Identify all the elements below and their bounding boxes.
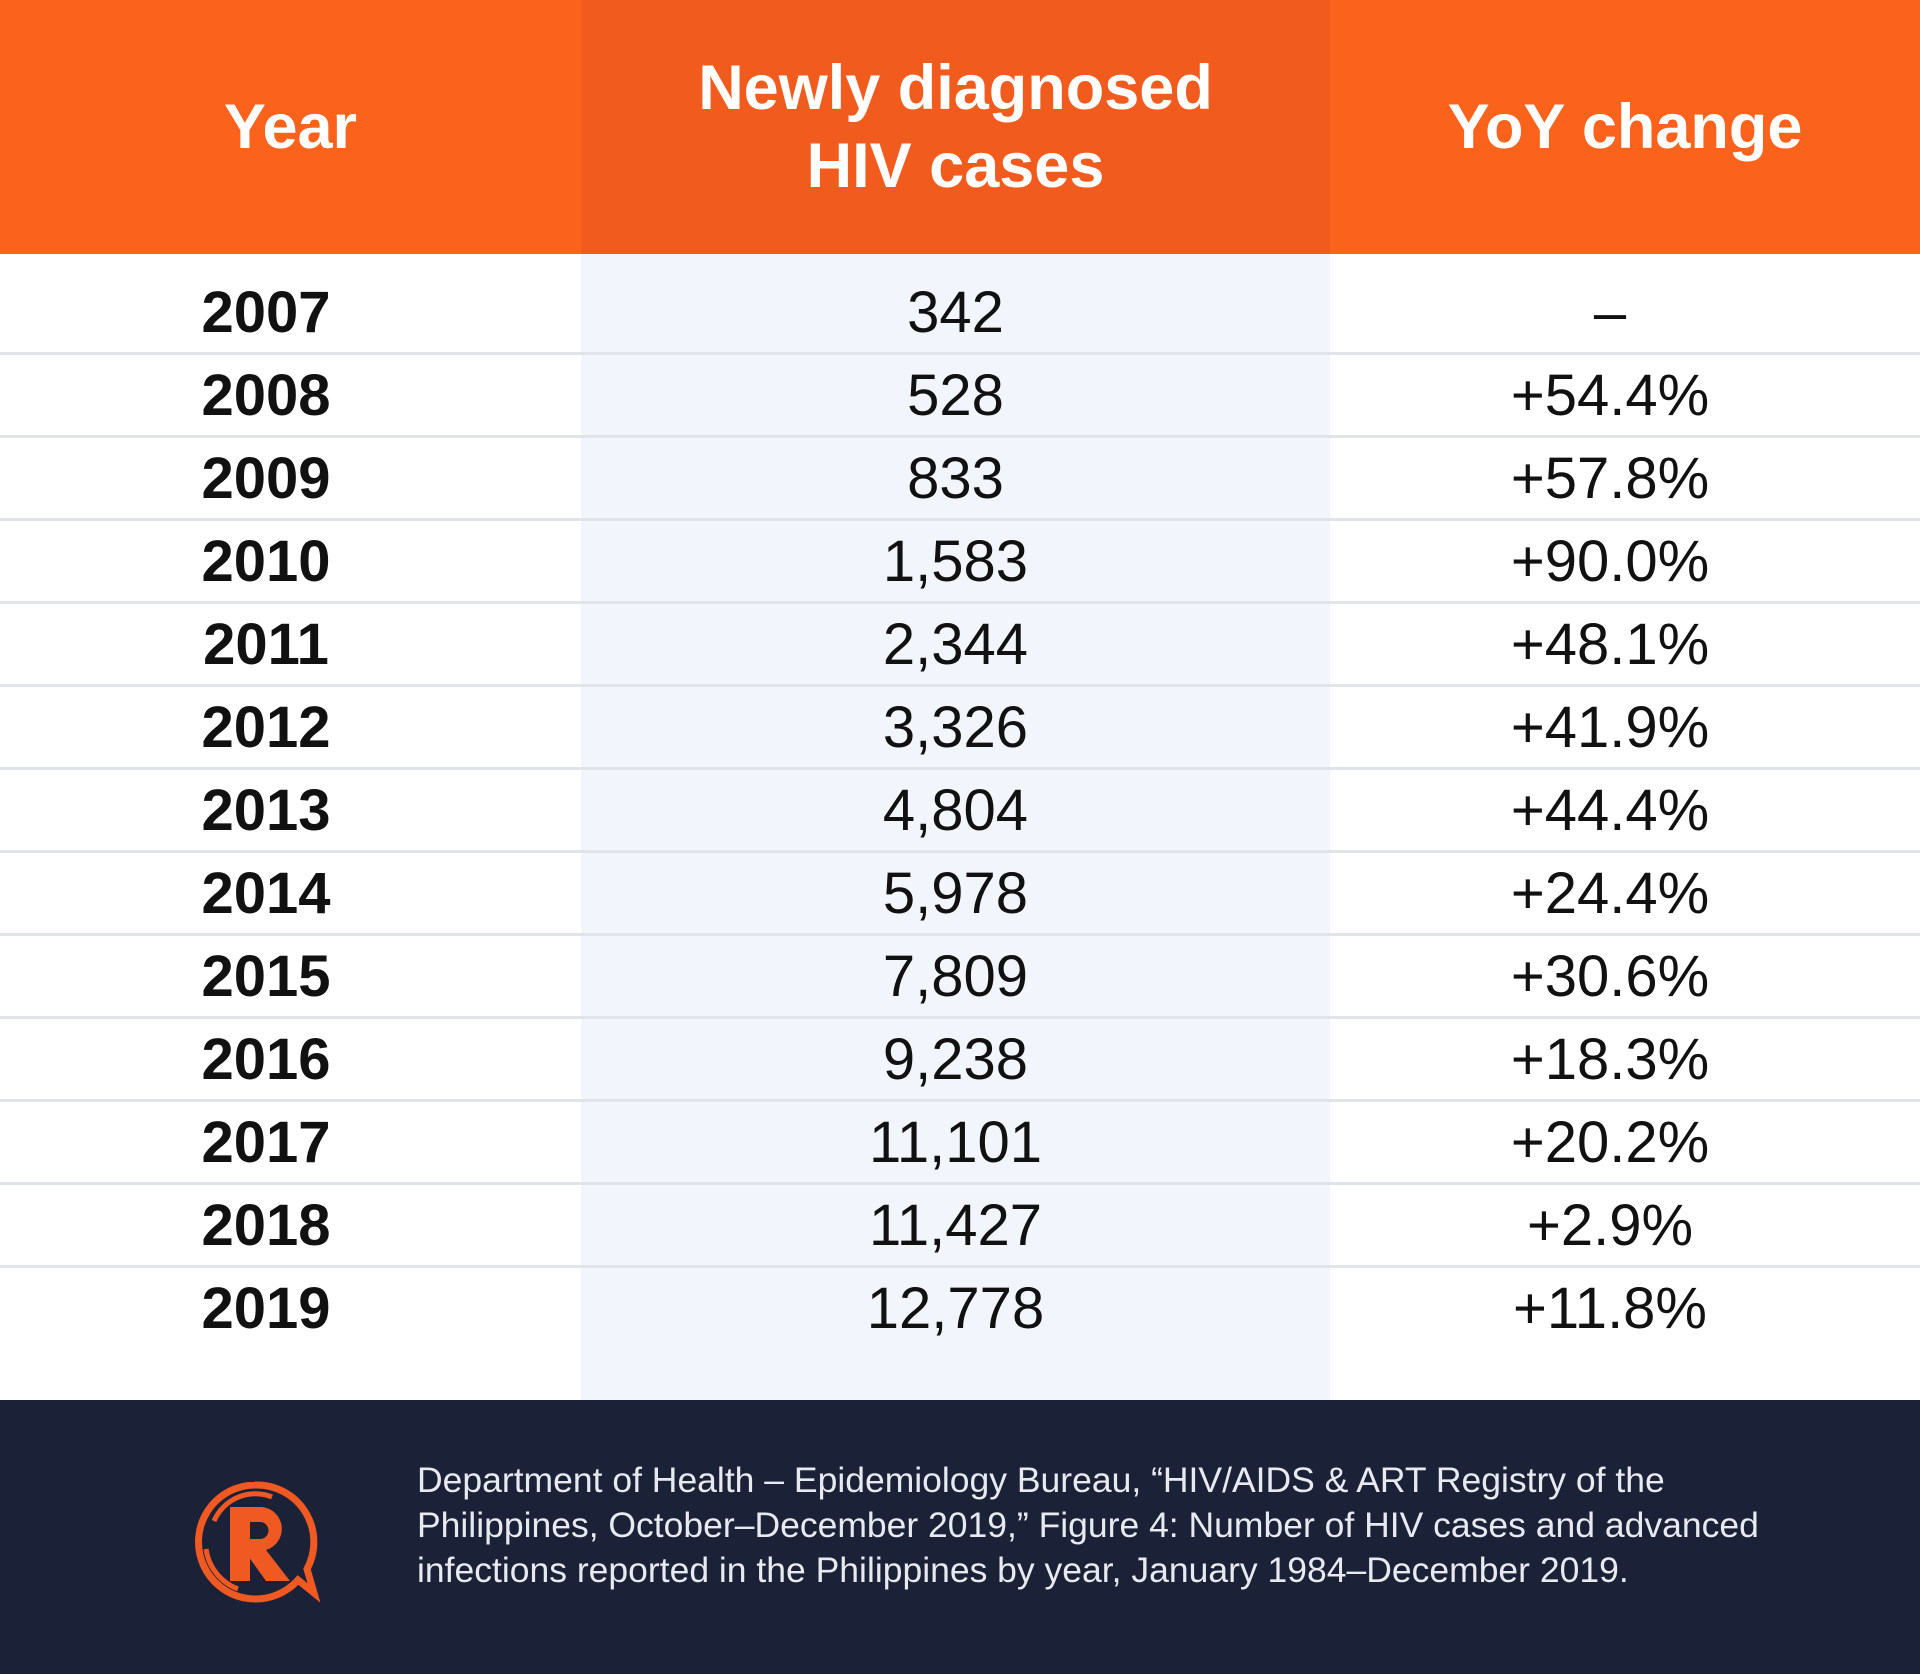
yoy-change-cell: +44.4% [1510, 777, 1710, 843]
cases-cell: 2,344 [882, 611, 1029, 677]
yoy-change-cell: +48.1% [1510, 611, 1710, 677]
year-cell: 2017 [201, 1109, 331, 1175]
yoy-change-cell: +30.6% [1510, 943, 1710, 1009]
cases-cell: 11,427 [868, 1192, 1043, 1258]
table-row: 2016 9,238 +18.3% [0, 1019, 1920, 1102]
year-cell: 2008 [201, 362, 331, 428]
cases-cell: 12,778 [866, 1275, 1045, 1341]
yoy-change-cell: +57.8% [1510, 445, 1710, 511]
source-text: Department of Health – Epidemiology Bure… [417, 1458, 1837, 1593]
header-cases-line-1: Newly diagnosed [698, 53, 1213, 123]
yoy-change-cell: +11.8% [1512, 1275, 1708, 1341]
table-row: 2014 5,978 +24.4% [0, 853, 1920, 936]
header-year-line: Year [223, 92, 358, 162]
year-cell: 2013 [201, 777, 331, 843]
table-row: 2013 4,804 +44.4% [0, 770, 1920, 853]
cases-cell: 5,978 [882, 860, 1029, 926]
yoy-change-cell: +18.3% [1510, 1026, 1710, 1092]
cases-cell: 11,101 [868, 1109, 1043, 1175]
header-cases: Newly diagnosed HIV cases [581, 0, 1330, 254]
rappler-logo-icon [195, 1481, 320, 1603]
cases-cell: 9,238 [882, 1026, 1029, 1092]
yoy-change-cell: +90.0% [1510, 528, 1710, 594]
cases-cell: 7,809 [882, 943, 1029, 1009]
header-yoy-line: YoY change [1447, 92, 1803, 162]
year-cell: 2019 [201, 1275, 331, 1341]
year-cell: 2007 [201, 279, 331, 345]
table-row: 2018 11,427 +2.9% [0, 1185, 1920, 1268]
source-footer: Department of Health – Epidemiology Bure… [0, 1400, 1920, 1674]
table-row: 2008 528 +54.4% [0, 355, 1920, 438]
table-row: 2017 11,101 +20.2% [0, 1102, 1920, 1185]
year-cell: 2018 [201, 1192, 331, 1258]
table-row: 2011 2,344 +48.1% [0, 604, 1920, 687]
cases-column-band [581, 254, 1330, 1400]
header-cases-line-2: HIV cases [806, 131, 1105, 201]
year-cell: 2015 [201, 943, 331, 1009]
yoy-change-cell: +2.9% [1526, 1192, 1694, 1258]
header-year: Year [0, 0, 581, 254]
yoy-change-cell: – [1593, 279, 1627, 345]
cases-cell: 3,326 [882, 694, 1029, 760]
yoy-change-cell: +20.2% [1510, 1109, 1710, 1175]
yoy-change-cell: +41.9% [1510, 694, 1710, 760]
year-cell: 2009 [201, 445, 331, 511]
year-cell: 2014 [201, 860, 331, 926]
table-body: 2007 342 – 2008 528 +54.4% 2009 833 +57.8% 2010 1,… [0, 272, 1920, 1351]
year-cell: 2016 [201, 1026, 331, 1092]
table-header-mid-band [581, 0, 1330, 254]
cases-cell: 342 [907, 279, 1004, 345]
header-yoy: YoY change [1330, 0, 1920, 254]
table-row: 2010 1,583 +90.0% [0, 521, 1920, 604]
source-line-2: Philippines, October–December 2019,” Fig… [417, 1505, 1759, 1545]
cases-cell: 833 [907, 445, 1004, 511]
year-cell: 2012 [201, 694, 331, 760]
table-row: 2009 833 +57.8% [0, 438, 1920, 521]
source-line-1: Department of Health – Epidemiology Bure… [417, 1460, 1665, 1500]
source-line-3: infections reported in the Philippines b… [417, 1550, 1629, 1590]
cases-cell: 4,804 [882, 777, 1029, 843]
table-row: 2019 12,778 +11.8% [0, 1268, 1920, 1351]
year-cell: 2010 [201, 528, 331, 594]
cases-cell: 1,583 [882, 528, 1029, 594]
yoy-change-cell: +24.4% [1510, 860, 1710, 926]
table-row: 2012 3,326 +41.9% [0, 687, 1920, 770]
table-row: 2015 7,809 +30.6% [0, 936, 1920, 1019]
cases-cell: 528 [907, 362, 1004, 428]
year-cell: 2011 [203, 611, 329, 677]
table-row: 2007 342 – [0, 272, 1920, 355]
yoy-change-cell: +54.4% [1510, 362, 1710, 428]
